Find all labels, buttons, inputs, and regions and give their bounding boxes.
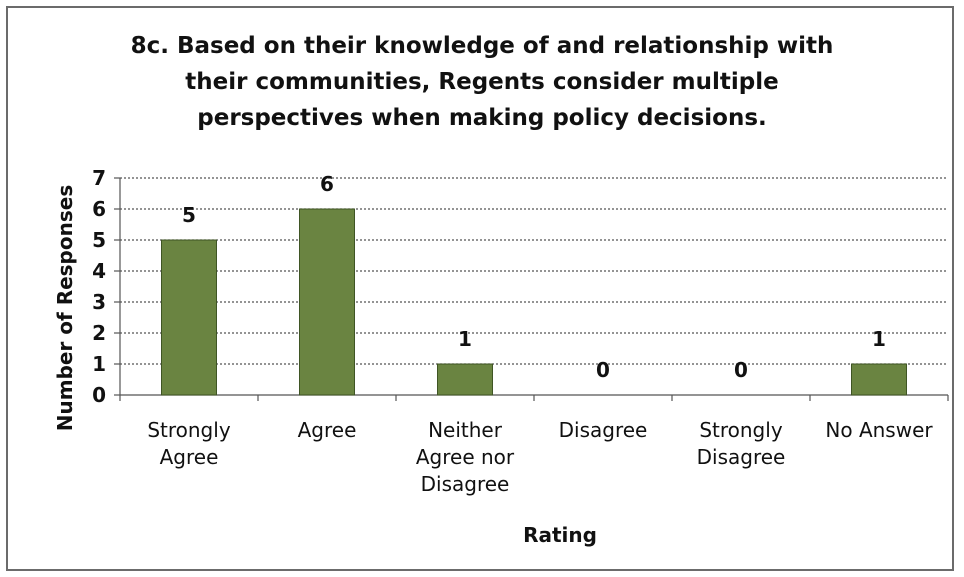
data-label: 0 xyxy=(596,358,610,382)
bar xyxy=(299,208,355,396)
y-tick-label: 2 xyxy=(92,321,106,345)
bar xyxy=(161,239,217,396)
title-line-2: their communities, Regents consider mult… xyxy=(185,69,779,95)
x-tick-label: Disagree xyxy=(421,472,510,496)
y-tick-label: 3 xyxy=(92,290,106,314)
y-tick-label: 0 xyxy=(92,383,106,407)
title-line-1: 8c. Based on their knowledge of and rela… xyxy=(130,33,834,59)
y-tick-label: 7 xyxy=(92,166,106,190)
data-label: 0 xyxy=(734,358,748,382)
bar xyxy=(851,363,907,396)
data-label: 1 xyxy=(458,327,472,351)
data-label: 6 xyxy=(320,172,334,196)
data-label: 5 xyxy=(182,203,196,227)
chart-title: 8c. Based on their knowledge of and rela… xyxy=(0,28,964,136)
x-tick-label: Disagree xyxy=(697,445,786,469)
data-label: 1 xyxy=(872,327,886,351)
y-axis-title: Number of Responses xyxy=(53,185,77,431)
y-tick-label: 6 xyxy=(92,197,106,221)
bar xyxy=(437,363,493,396)
x-tick-label: Agree nor xyxy=(416,445,515,469)
x-tick-label: Agree xyxy=(160,445,219,469)
x-tick-label: Strongly xyxy=(699,418,782,442)
x-tick-label: Strongly xyxy=(147,418,230,442)
y-tick-label: 1 xyxy=(92,352,106,376)
x-axis-title: Rating xyxy=(523,523,597,547)
title-line-3: perspectives when making policy decision… xyxy=(197,105,767,131)
x-tick-label: Disagree xyxy=(559,418,648,442)
x-tick-label: No Answer xyxy=(825,418,933,442)
y-tick-label: 4 xyxy=(92,259,106,283)
x-tick-label: Agree xyxy=(298,418,357,442)
y-tick-label: 5 xyxy=(92,228,106,252)
x-tick-label: Neither xyxy=(428,418,503,442)
